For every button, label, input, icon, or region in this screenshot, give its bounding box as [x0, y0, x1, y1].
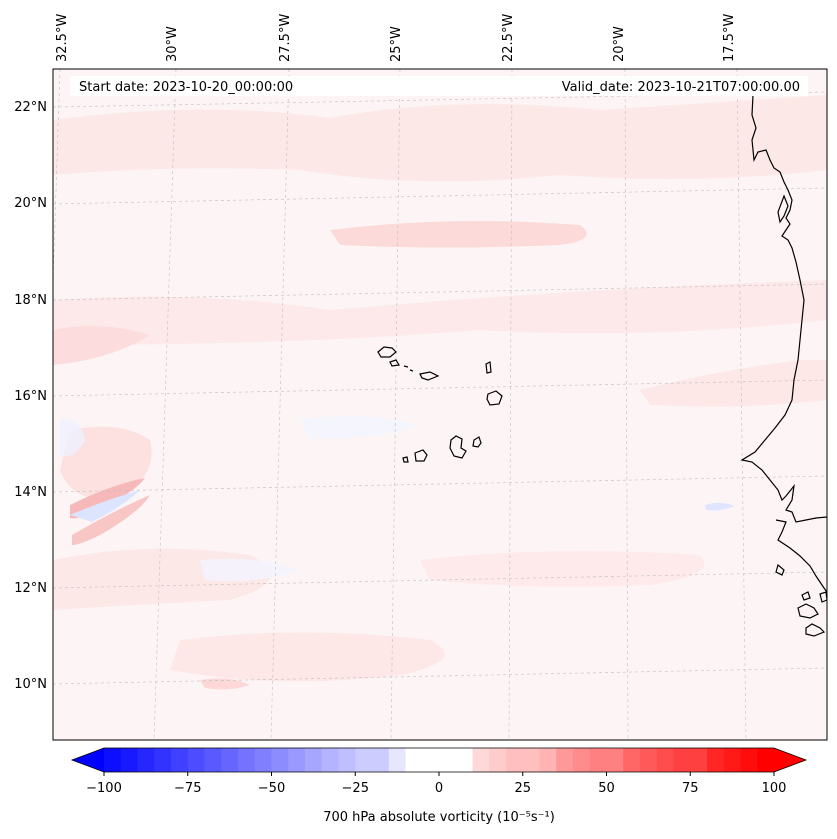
lon-label: 27.5°W	[278, 14, 293, 62]
colorbar-cell	[221, 748, 239, 772]
date-header-box	[70, 76, 808, 96]
colorbar-extend-max	[774, 748, 806, 772]
lon-label: 17.5°W	[722, 14, 737, 62]
colorbar-cell	[455, 748, 473, 772]
cape-verde-islands	[377, 346, 503, 463]
lat-label: 12°N	[14, 581, 47, 596]
colorbar-cell	[104, 748, 122, 772]
colorbar-tick-label: −75	[174, 781, 201, 796]
colorbar-cell	[238, 748, 256, 772]
colorbar-tick-label: −25	[342, 781, 369, 796]
colorbar-cell	[757, 748, 775, 772]
colorbar-cell	[187, 748, 205, 772]
colorbar-cell	[740, 748, 758, 772]
colorbar-cell	[489, 748, 507, 772]
colorbar-cell	[321, 748, 339, 772]
colorbar-tick-label: 50	[598, 781, 615, 796]
colorbar-cell	[522, 748, 540, 772]
colorbar-label: 700 hPa absolute vorticity (10⁻⁵s⁻¹)	[323, 810, 555, 825]
colorbar-cell	[623, 748, 641, 772]
colorbar-cell	[723, 748, 741, 772]
colorbar-cells	[104, 748, 775, 772]
african-coastline	[740, 94, 827, 637]
map-panel	[53, 69, 827, 740]
lat-label: 16°N	[14, 389, 47, 404]
latitude-labels: 22°N 20°N 18°N 16°N 14°N 12°N 10°N	[14, 100, 47, 692]
colorbar-cell	[372, 748, 390, 772]
colorbar-cell	[589, 748, 607, 772]
lat-label: 22°N	[14, 100, 47, 115]
colorbar-cell	[707, 748, 725, 772]
colorbar-cell	[573, 748, 591, 772]
colorbar-cell	[422, 748, 440, 772]
colorbar-cell	[137, 748, 155, 772]
colorbar-cell	[254, 748, 272, 772]
lon-label: 20°W	[612, 26, 627, 62]
colorbar-cell	[405, 748, 423, 772]
colorbar-cell	[673, 748, 691, 772]
colorbar-cell	[271, 748, 289, 772]
colorbar-tick-label: 25	[514, 781, 531, 796]
start-date-label: Start date: 2023-10-20_00:00:00	[79, 80, 293, 95]
lat-label: 10°N	[14, 677, 47, 692]
colorbar-tick-label: 100	[762, 781, 787, 796]
colorbar-cell	[472, 748, 490, 772]
colorbar-cell	[120, 748, 138, 772]
colorbar-cell	[439, 748, 457, 772]
colorbar-cell	[640, 748, 658, 772]
colorbar-tick-label: 75	[682, 781, 699, 796]
colorbar-extend-min	[72, 748, 104, 772]
colorbar: −100 −75 −50 −25 0 25 50 75 100 700 hPa absolute…	[70, 747, 808, 825]
colorbar-tick-label: 0	[435, 781, 443, 796]
colorbar-cell	[204, 748, 222, 772]
colorbar-cell	[690, 748, 708, 772]
colorbar-ticks: −100 −75 −50 −25 0 25 50 75 100	[86, 772, 786, 796]
colorbar-cell	[154, 748, 172, 772]
lon-label: 25°W	[389, 26, 404, 62]
colorbar-tick-label: −100	[86, 781, 122, 796]
valid-date-label: Valid_date: 2023-10-21T07:00:00.00	[562, 80, 800, 95]
lat-label: 14°N	[14, 485, 47, 500]
map-gridlines	[53, 69, 827, 740]
colorbar-tick-label: −50	[258, 781, 285, 796]
lon-label: 22.5°W	[501, 14, 516, 62]
lat-label: 18°N	[14, 293, 47, 308]
colorbar-cell	[171, 748, 189, 772]
lon-label: 32.5°W	[55, 14, 70, 62]
lat-label: 20°N	[14, 196, 47, 211]
colorbar-cell	[388, 748, 406, 772]
lon-label: 30°W	[165, 26, 180, 62]
colorbar-cell	[606, 748, 624, 772]
colorbar-cell	[506, 748, 524, 772]
vorticity-field	[53, 95, 827, 690]
colorbar-cell	[305, 748, 323, 772]
colorbar-cell	[355, 748, 373, 772]
colorbar-cell	[556, 748, 574, 772]
colorbar-cell	[539, 748, 557, 772]
colorbar-cell	[288, 748, 306, 772]
map-frame	[52, 68, 828, 741]
colorbar-cell	[656, 748, 674, 772]
colorbar-cell	[338, 748, 356, 772]
longitude-labels: 32.5°W 30°W 27.5°W 25°W 22.5°W 20°W 17.5…	[55, 14, 737, 62]
